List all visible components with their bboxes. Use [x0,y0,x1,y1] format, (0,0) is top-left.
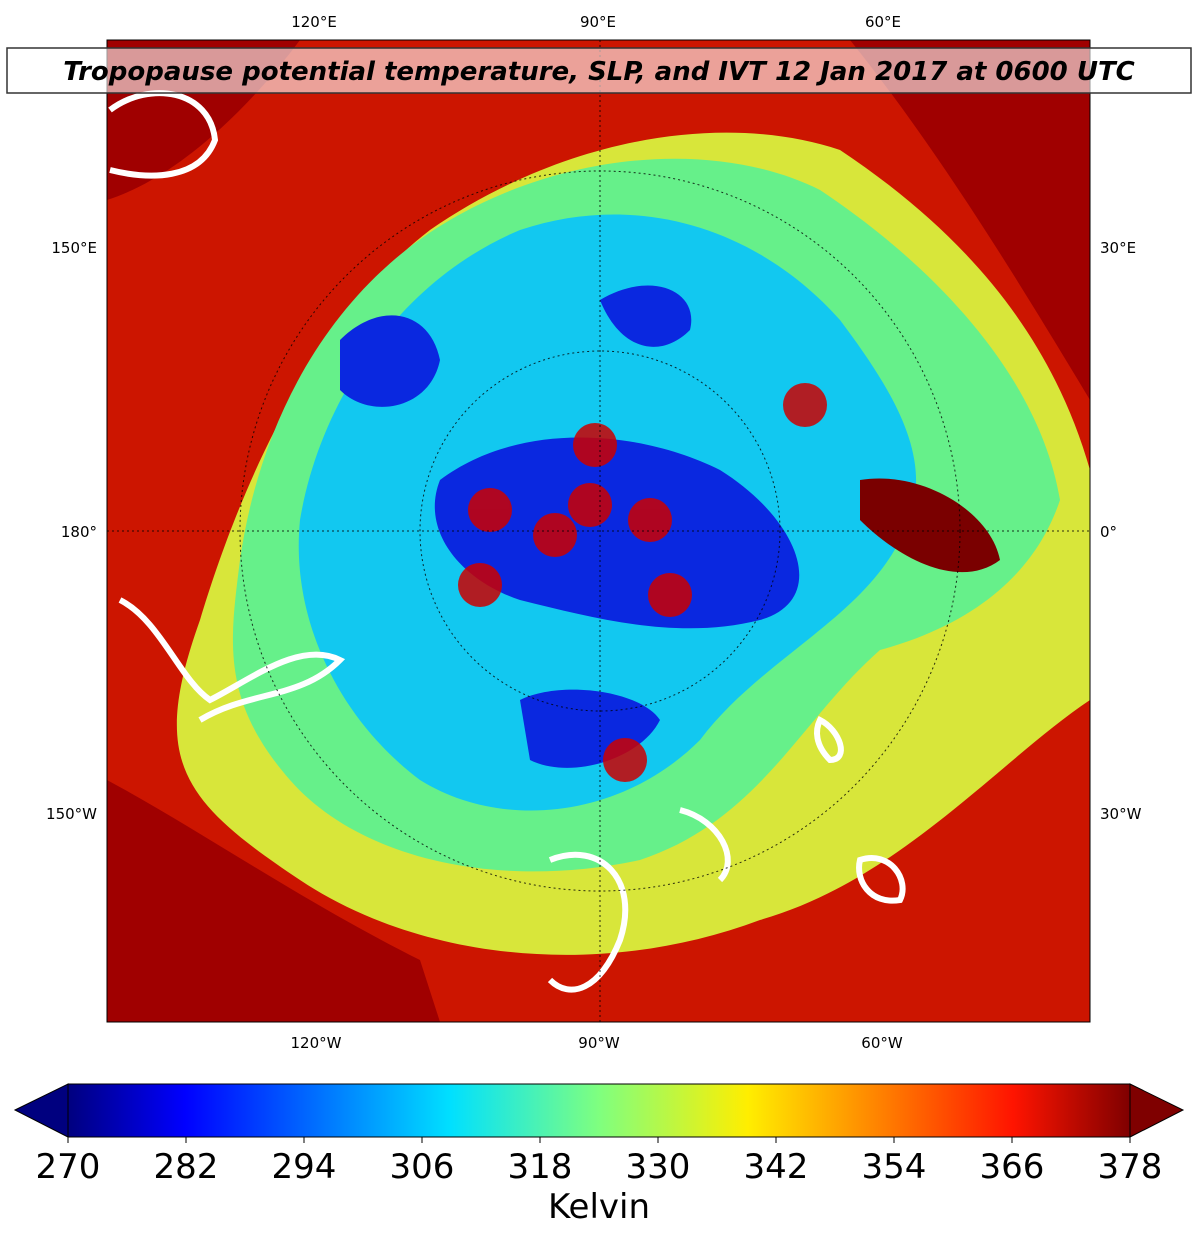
colorbar-tick-label: 366 [980,1147,1045,1187]
lon-label: 0° [1100,523,1117,541]
lon-label: 180° [61,523,97,541]
colorbar-tick-label: 270 [36,1147,101,1187]
lon-label: 150°E [51,239,97,257]
colorbar-tick-label: 330 [626,1147,691,1187]
lon-label: 120°E [291,13,337,31]
lon-label: 150°W [46,805,97,823]
colorbar-tick-label: 354 [862,1147,927,1187]
lon-label: 30°E [1100,239,1136,257]
lon-label: 60°W [861,1034,903,1052]
lon-label: 120°W [291,1034,342,1052]
colorbar-tick-label: 318 [508,1147,573,1187]
lon-label: 90°W [578,1034,620,1052]
colorbar-tick-label: 342 [744,1147,809,1187]
title-box [6,47,1192,94]
lon-label: 60°E [865,13,901,31]
lon-label: 30°W [1100,805,1142,823]
colorbar [13,1083,1185,1138]
colorbar-tick-label: 306 [390,1147,455,1187]
map-title: Tropopause potential temperature, SLP, a… [63,57,1135,87]
colorbar-label: Kelvin [548,1187,650,1227]
colorbar-tick-label: 378 [1098,1147,1163,1187]
colorbar-tick-label: 282 [154,1147,219,1187]
colorbar-tick-label: 294 [272,1147,337,1187]
map [107,40,1090,1022]
lon-label: 90°E [580,13,616,31]
